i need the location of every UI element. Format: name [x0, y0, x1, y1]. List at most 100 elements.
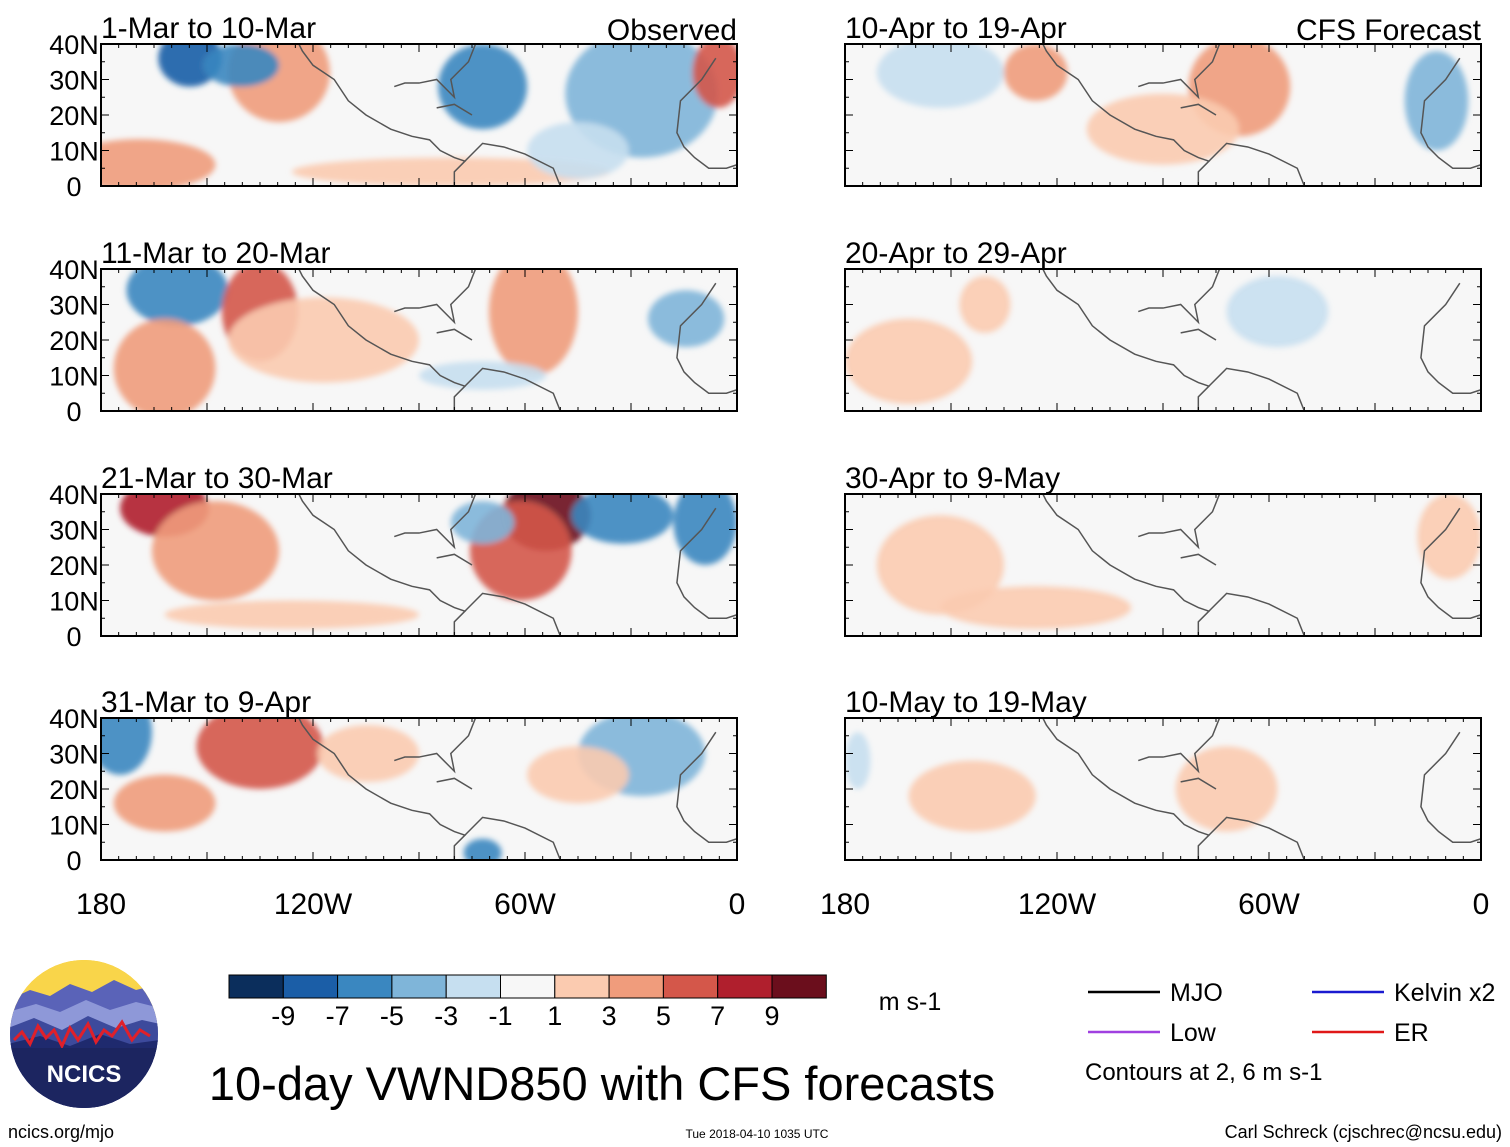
lon-tick-label: 0: [1473, 888, 1490, 921]
logo-text: NCICS: [47, 1061, 122, 1088]
anomaly-region: [876, 515, 1005, 615]
gulf-atlantic-coast: [1138, 44, 1221, 100]
anomaly-region: [1086, 93, 1240, 165]
americas-west-coast: [298, 44, 467, 186]
colorbar-units: m s-1: [879, 988, 942, 1016]
colorbar-swatch: [337, 974, 393, 999]
anomaly-region: [164, 600, 419, 629]
caribbean-islands: [1180, 777, 1217, 790]
south-america-coast: [1208, 816, 1306, 860]
footer-timestamp: Tue 2018-04-10 1035 UTC: [686, 1127, 829, 1141]
column-header: Observed: [607, 14, 737, 47]
period-label: 20-Apr to 29-Apr: [845, 237, 1067, 270]
map-panel: 10-Apr to 19-Apr CFS Forecast: [844, 12, 1482, 187]
anomaly-region: [196, 718, 324, 789]
south-america-coast: [1208, 142, 1306, 186]
africa-coast: [1420, 282, 1481, 394]
anomaly-shading: [113, 269, 725, 411]
anomaly-region: [101, 718, 152, 775]
period-label: 10-Apr to 19-Apr: [845, 12, 1067, 45]
anomaly-region: [113, 774, 216, 832]
map-panel: 1-Mar to 10-Mar Observed 40N 30N 20N 10N 0: [49, 12, 738, 202]
anomaly-region: [673, 494, 737, 565]
ncics-logo: NCICS: [10, 960, 158, 1108]
lat-tick-label: 20N: [49, 101, 99, 131]
anomaly-shading: [845, 276, 1329, 404]
anomaly-region: [126, 269, 229, 326]
lat-tick-label: 0: [66, 397, 81, 427]
anomaly-shading: [101, 718, 706, 860]
anomaly-shading: [876, 494, 1481, 629]
colorbar-tick-label: 3: [602, 1001, 617, 1031]
gulf-atlantic-coast: [1138, 494, 1221, 550]
lat-tick-label: 0: [66, 846, 81, 876]
anomaly-region: [1226, 276, 1329, 348]
colorbar-tick-label: -1: [488, 1001, 512, 1031]
colorbar-swatch: [771, 974, 827, 999]
anomaly-region: [845, 732, 871, 789]
legend: MJO Kelvin x2 Low ER Contours at 2, 6 m s-1: [1085, 979, 1495, 1086]
coastlines: [1042, 269, 1481, 411]
gulf-atlantic-coast: [394, 44, 477, 100]
colorbar-tick-label: -9: [271, 1001, 295, 1031]
africa-coast: [676, 507, 737, 619]
anomaly-region: [1175, 746, 1278, 832]
africa-coast: [1420, 507, 1481, 619]
colorbar-swatch: [500, 974, 556, 999]
colorbar-tick-label: 1: [547, 1001, 562, 1031]
lat-tick-label: 10N: [49, 137, 99, 167]
americas-west-coast: [1042, 494, 1211, 636]
coastlines: [298, 718, 737, 860]
coastlines: [298, 269, 737, 411]
period-label: 31-Mar to 9-Apr: [101, 686, 311, 719]
colorbar: -9 -7 -5 -3 -1 1 3 5 7 9 m s-1: [228, 974, 942, 1031]
africa-coast: [676, 282, 737, 394]
period-label: 1-Mar to 10-Mar: [101, 12, 316, 45]
lat-tick-label: 30N: [49, 516, 99, 546]
map-panel: 30-Apr to 9-May: [844, 462, 1482, 637]
americas-west-coast: [298, 718, 467, 860]
colorbar-swatch: [608, 974, 664, 999]
anomaly-region: [317, 725, 419, 782]
map-panels: 1-Mar to 10-Mar Observed 40N 30N 20N 10N 0 11-M…: [49, 12, 1489, 921]
anomaly-shading: [101, 44, 737, 186]
south-america-coast: [464, 816, 562, 860]
footer-credit: Carl Schreck (cjschrec@ncsu.edu): [1225, 1122, 1502, 1142]
lon-tick-label: 180: [76, 888, 126, 921]
lat-tick-label: 20N: [49, 775, 99, 805]
period-label: 11-Mar to 20-Mar: [101, 237, 331, 270]
anomaly-region: [959, 276, 1011, 333]
lon-tick-label: 180: [820, 888, 870, 921]
anomaly-region: [151, 501, 280, 601]
anomaly-region: [291, 157, 610, 186]
gulf-atlantic-coast: [394, 494, 477, 550]
coastlines: [298, 44, 737, 186]
colorbar-tick-label: 5: [656, 1001, 671, 1031]
colorbar-swatch: [554, 974, 610, 999]
colorbar-swatch: [445, 974, 502, 999]
lon-tick-label: 120W: [1018, 888, 1097, 921]
gulf-atlantic-coast: [1138, 718, 1221, 774]
figure-title: 10-day VWND850 with CFS forecasts: [209, 1057, 995, 1110]
period-label: 21-Mar to 30-Mar: [101, 462, 333, 495]
lat-tick-label: 10N: [49, 362, 99, 392]
anomaly-region: [692, 44, 737, 108]
colorbar-tick-label: -5: [380, 1001, 404, 1031]
gulf-atlantic-coast: [1138, 269, 1221, 325]
lat-tick-label: 40N: [49, 30, 99, 60]
period-label: 30-Apr to 9-May: [845, 462, 1060, 495]
anomaly-region: [158, 44, 222, 87]
colorbar-swatch: [717, 974, 773, 999]
anomaly-region: [101, 139, 216, 186]
caribbean-islands: [436, 553, 473, 566]
gulf-atlantic-coast: [394, 718, 477, 774]
lat-tick-label: 30N: [49, 291, 99, 321]
lat-tick-label: 30N: [49, 66, 99, 96]
legend-label: Low: [1170, 1019, 1217, 1047]
anomaly-region: [438, 44, 528, 130]
anomaly-region: [228, 297, 419, 383]
americas-west-coast: [1042, 44, 1211, 186]
footer-url[interactable]: ncics.org/mjo: [8, 1122, 114, 1142]
